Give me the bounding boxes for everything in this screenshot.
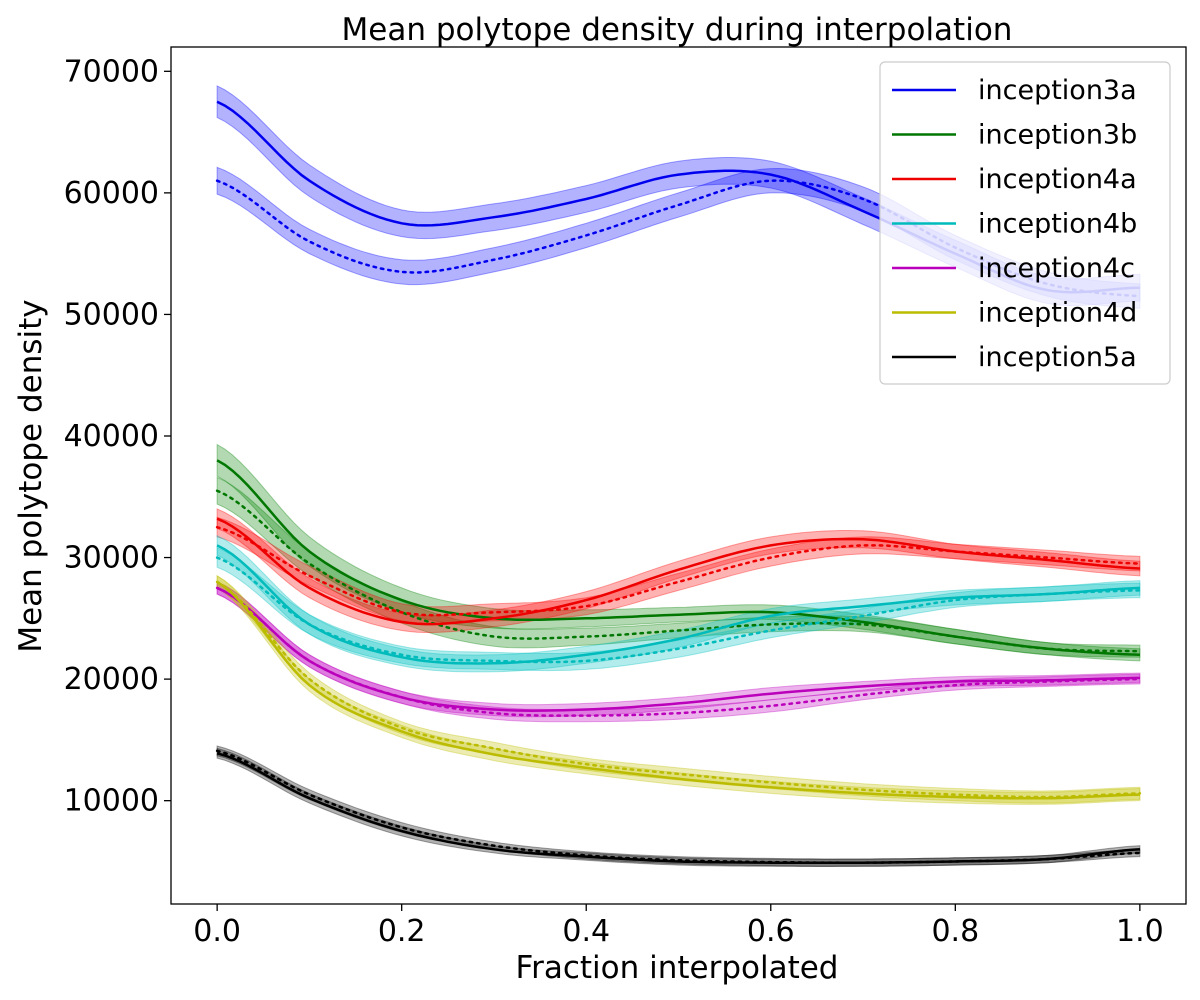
y-axis: 10000 20000 30000 40000 50000 60000 70000	[64, 54, 171, 819]
x-tick-label: 1.0	[1116, 914, 1164, 949]
legend-label-inception4b: inception4b	[978, 209, 1137, 240]
x-tick-label: 0.8	[931, 914, 979, 949]
inception4b-dotted-band	[216, 547, 1141, 672]
x-tick-label: 0.4	[562, 914, 610, 949]
x-tick-label: 0.6	[747, 914, 795, 949]
legend: inception3a inception3b inception4a incepti…	[879, 61, 1171, 385]
y-tick-label: 40000	[64, 419, 159, 454]
inception4c-line	[216, 586, 1140, 712]
inception3b-dotted-line	[215, 489, 1142, 653]
inception5a-dotted-band	[216, 745, 1141, 867]
inception4d-line	[216, 580, 1140, 800]
x-axis: 0.0 0.2 0.4 0.6 0.8 1.0	[193, 904, 1164, 949]
x-tick-label: 0.2	[378, 914, 426, 949]
legend-label-inception4d: inception4d	[978, 298, 1137, 329]
inception4c-dotted-line	[215, 586, 1142, 717]
inception4d-dotted-line	[215, 580, 1142, 799]
y-tick-label: 20000	[64, 662, 159, 697]
x-axis-label: Fraction interpolated	[516, 950, 839, 986]
inception4c-dotted-band	[216, 581, 1141, 723]
legend-label-inception4a: inception4a	[978, 164, 1137, 195]
inception4b-solid-band	[216, 534, 1141, 673]
legend-label-inception3b: inception3b	[978, 120, 1137, 151]
inception4a-dotted-line	[215, 525, 1142, 617]
y-axis-label: Mean polytope density	[13, 299, 49, 652]
y-tick-label: 30000	[64, 541, 159, 576]
plot-frame	[170, 46, 1187, 905]
y-tick-label: 60000	[64, 176, 159, 211]
inception5a-solid-band	[216, 747, 1141, 867]
y-tick-label: 70000	[64, 54, 159, 89]
legend-label-inception5a: inception5a	[978, 342, 1137, 373]
inception5a-dotted-line	[215, 749, 1142, 864]
y-tick-label: 10000	[64, 784, 159, 819]
legend-box	[879, 61, 1171, 385]
inception4b-dotted-line	[215, 556, 1142, 664]
inception3b-dotted-band	[216, 476, 1141, 658]
chart-title: Mean polytope density during interpolati…	[342, 12, 1013, 48]
legend-label-inception3a: inception3a	[978, 75, 1137, 106]
inception3a-dotted-line	[215, 179, 1142, 298]
y-tick-label: 50000	[64, 297, 159, 332]
x-tick-label: 0.0	[193, 914, 241, 949]
series-lines	[215, 100, 1142, 865]
legend-label-inception4c: inception4c	[978, 253, 1135, 284]
